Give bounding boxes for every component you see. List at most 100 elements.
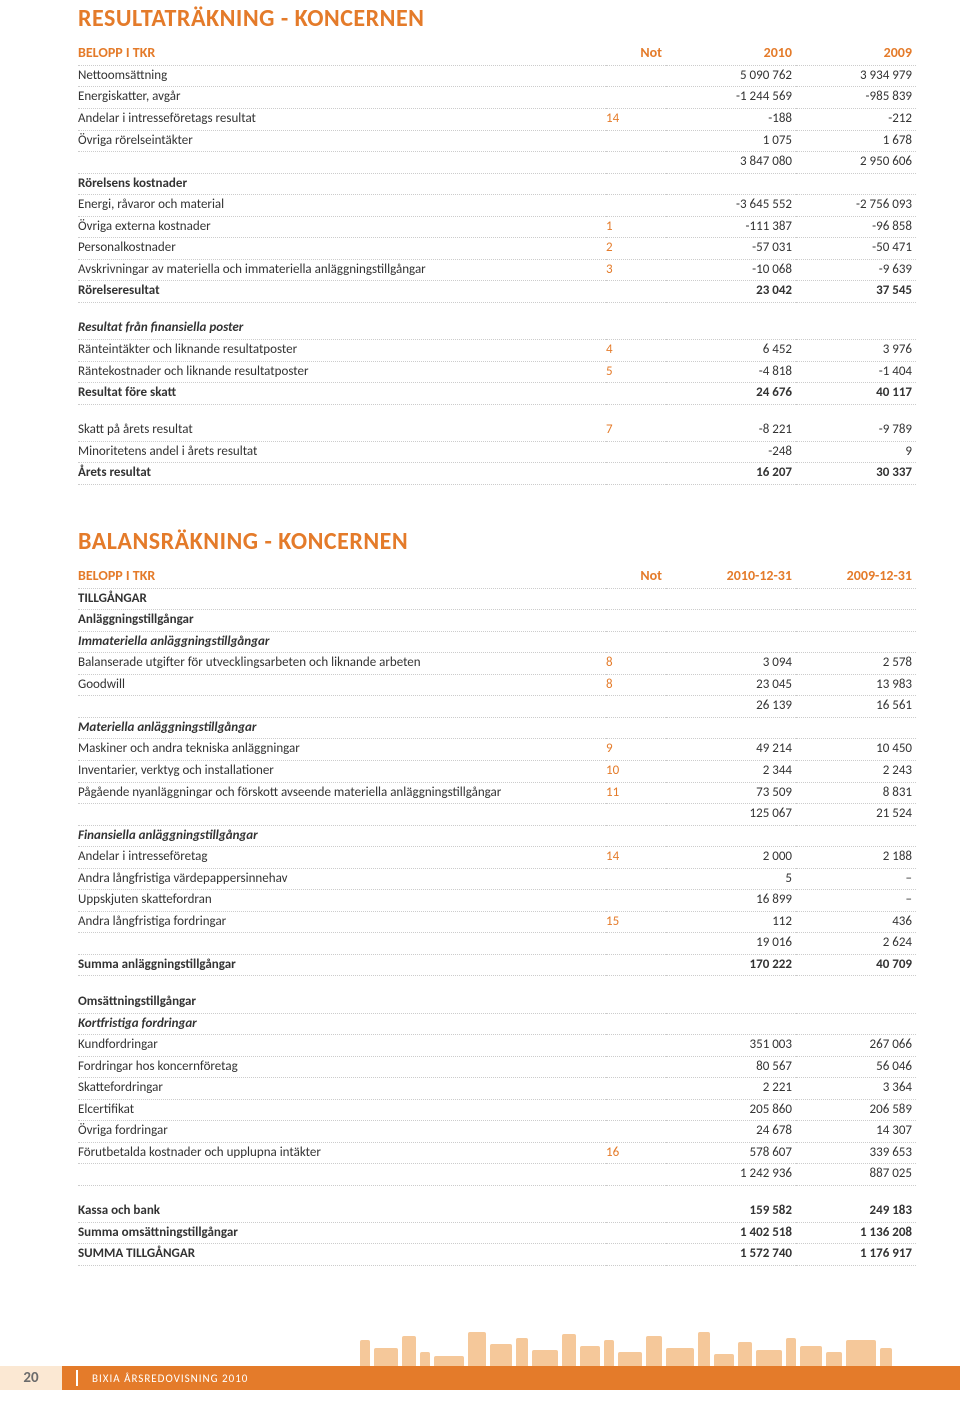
table-row: Övriga rörelseintäkter1 0751 678 — [78, 130, 916, 152]
row-label: Andelar i intresseföretag — [78, 847, 606, 869]
row-value-prior: 2 243 — [796, 761, 916, 783]
row-note — [606, 1244, 666, 1266]
row-label: Andra långfristiga fordringar — [78, 911, 606, 933]
footer-bar: 20 BIXIA ÅRSREDOVISNING 2010 — [0, 1366, 960, 1390]
row-value-prior: 1 176 917 — [796, 1244, 916, 1266]
table-row: Räntekostnader och liknande resultatpost… — [78, 361, 916, 383]
col-not: Not — [606, 43, 666, 65]
row-value-current: 16 207 — [666, 463, 796, 485]
table-row: Immateriella anläggningstillgångar — [78, 631, 916, 653]
row-value-current: 112 — [666, 911, 796, 933]
table-row: Nettoomsättning5 090 7623 934 979 — [78, 65, 916, 87]
row-note — [606, 1078, 666, 1100]
table-row: 3 847 0802 950 606 — [78, 152, 916, 174]
table-row — [78, 302, 916, 318]
row-note — [606, 463, 666, 485]
row-value-prior: 3 934 979 — [796, 65, 916, 87]
row-note — [606, 610, 666, 632]
row-note: 11 — [606, 782, 666, 804]
row-note — [606, 954, 666, 976]
row-value-prior: 56 046 — [796, 1056, 916, 1078]
row-label: Pågående nyanläggningar och förskott avs… — [78, 782, 606, 804]
row-value-prior: -2 756 093 — [796, 195, 916, 217]
table-row: Energi, råvaror och material-3 645 552-2… — [78, 195, 916, 217]
col-2010-12-31: 2010-12-31 — [666, 566, 796, 588]
row-note: 8 — [606, 674, 666, 696]
row-note: 4 — [606, 339, 666, 361]
row-value-current: 351 003 — [666, 1035, 796, 1057]
table-row: Andra långfristiga fordringar15112436 — [78, 911, 916, 933]
row-label: Övriga rörelseintäkter — [78, 130, 606, 152]
row-label: Andra långfristiga värdepappersinnehav — [78, 868, 606, 890]
row-note — [606, 696, 666, 718]
table-row: SUMMA TILLGÅNGAR1 572 7401 176 917 — [78, 1244, 916, 1266]
row-label: Årets resultat — [78, 463, 606, 485]
row-value-current: 578 607 — [666, 1142, 796, 1164]
row-label: Balanserade utgifter för utvecklingsarbe… — [78, 653, 606, 675]
row-label: Skatt på årets resultat — [78, 420, 606, 441]
row-note — [606, 441, 666, 463]
row-value-current — [666, 992, 796, 1013]
row-note: 10 — [606, 761, 666, 783]
row-label: Summa omsättningstillgångar — [78, 1222, 606, 1244]
table-row: Skatt på årets resultat7-8 221-9 789 — [78, 420, 916, 441]
row-note: 8 — [606, 653, 666, 675]
table-row: Andelar i intresseföretags resultat14-18… — [78, 108, 916, 130]
income-title: RESULTATRÄKNING - KONCERNEN — [78, 4, 916, 33]
table-row: Anläggningstillgångar — [78, 610, 916, 632]
row-label: Rörelsens kostnader — [78, 173, 606, 195]
table-row: Summa omsättningstillgångar1 402 5181 13… — [78, 1222, 916, 1244]
row-label — [78, 152, 606, 174]
footer-text: BIXIA ÅRSREDOVISNING 2010 — [92, 1372, 248, 1385]
row-value-current: 3 847 080 — [666, 152, 796, 174]
row-note — [606, 1013, 666, 1035]
skyline-graphic — [0, 1326, 960, 1366]
row-value-current: 2 344 — [666, 761, 796, 783]
row-value-prior: 40 709 — [796, 954, 916, 976]
row-label: Övriga externa kostnader — [78, 216, 606, 238]
col-2010: 2010 — [666, 43, 796, 65]
table-row: 125 06721 524 — [78, 804, 916, 826]
row-note — [606, 173, 666, 195]
row-label: Kundfordringar — [78, 1035, 606, 1057]
row-value-prior: -50 471 — [796, 238, 916, 260]
row-label: Energiskatter, avgår — [78, 87, 606, 109]
balance-title: BALANSRÄKNING - KONCERNEN — [78, 527, 916, 556]
balance-table: BELOPP I TKR Not 2010-12-31 2009-12-31 T… — [78, 566, 916, 1266]
row-label: Personalkostnader — [78, 238, 606, 260]
row-label: SUMMA TILLGÅNGAR — [78, 1244, 606, 1266]
table-row: Personalkostnader2-57 031-50 471 — [78, 238, 916, 260]
table-row: TILLGÅNGAR — [78, 588, 916, 610]
row-value-prior: -96 858 — [796, 216, 916, 238]
row-value-prior: 2 950 606 — [796, 152, 916, 174]
row-note — [606, 933, 666, 955]
row-note: 15 — [606, 911, 666, 933]
table-row — [78, 976, 916, 992]
row-value-current: 159 582 — [666, 1201, 796, 1222]
table-row: Skattefordringar2 2213 364 — [78, 1078, 916, 1100]
row-value-prior: 14 307 — [796, 1121, 916, 1143]
row-label: Ränteintäkter och liknande resultatposte… — [78, 339, 606, 361]
row-note: 9 — [606, 739, 666, 761]
row-value-current: -57 031 — [666, 238, 796, 260]
page-content: RESULTATRÄKNING - KONCERNEN BELOPP I TKR… — [0, 0, 960, 1326]
row-value-current: 3 094 — [666, 653, 796, 675]
row-note — [606, 631, 666, 653]
table-row: Förutbetalda kostnader och upplupna intä… — [78, 1142, 916, 1164]
table-row: Kassa och bank159 582249 183 — [78, 1201, 916, 1222]
row-note — [606, 1056, 666, 1078]
table-row: 1 242 936887 025 — [78, 1164, 916, 1186]
table-row: Uppskjuten skattefordran16 899– — [78, 890, 916, 912]
balance-header-row: BELOPP I TKR Not 2010-12-31 2009-12-31 — [78, 566, 916, 588]
row-label: Inventarier, verktyg och installationer — [78, 761, 606, 783]
row-value-current: 73 509 — [666, 782, 796, 804]
table-row: Resultat från finansiella poster — [78, 318, 916, 339]
table-row: Rörelseresultat23 04237 545 — [78, 281, 916, 303]
row-value-current: 2 221 — [666, 1078, 796, 1100]
row-note: 3 — [606, 259, 666, 281]
row-note — [606, 1035, 666, 1057]
row-label: Anläggningstillgångar — [78, 610, 606, 632]
row-value-current: -10 068 — [666, 259, 796, 281]
row-label: Övriga fordringar — [78, 1121, 606, 1143]
row-note — [606, 87, 666, 109]
